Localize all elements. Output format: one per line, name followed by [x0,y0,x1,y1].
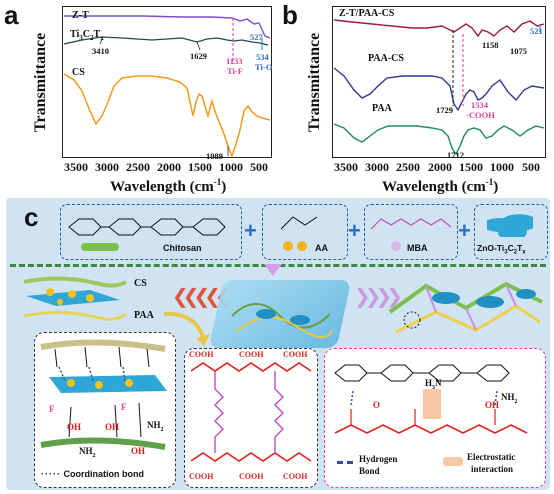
panel-b-xlabel: Wavelength (cm-1) [382,177,499,195]
chem-oh-2: OH [105,422,120,432]
cs-label: CS [72,67,85,78]
electro-legend-1: Electrostatic [467,452,516,462]
peak-cooh: -COOH [466,110,495,120]
chem-h3n: H3N [425,378,442,391]
mba-box: MBA [364,204,458,260]
peak-1534: 1534 [471,100,488,110]
aa-box: AA [262,204,348,260]
chitosan-label: Chitosan [163,243,202,253]
peak-1075: 1075 [510,46,527,56]
coordination-box: F F OH OH NH2 NH2 OH ····· Coordination … [34,332,176,488]
panel-c-label: c [24,202,39,232]
peak-1133: 1133 [226,56,243,66]
panel-b-plot [332,6,546,158]
peak-1712: 1712 [447,150,464,160]
ztpaacs-label: Z-T/PAA-CS [339,8,395,19]
aa-structure [280,216,318,230]
zt-curve [64,15,271,39]
panel-a-ylabel: Transmittance [32,32,49,132]
chitosan-chain-icon [81,243,119,251]
mba-bead-icon [391,241,401,251]
chem-oh-3: OH [131,446,146,456]
hbond-legend-1: Hydrogen [359,454,398,464]
chem-f-2: F [121,402,127,412]
cooh-3: COOH [283,350,308,359]
mba-structure [370,218,452,230]
electrostatic-legend-icon [443,457,463,466]
chem-nh2: NH2 [147,420,164,433]
down-arrow-icon [264,264,282,276]
paa-curve [333,123,545,156]
peak-1158: 1158 [482,40,499,50]
curved-arrow-icon [163,311,210,346]
ti3c2-label: Ti3C2Tx [70,29,104,42]
hydrogel-network [231,303,333,338]
chem-f-1: F [49,404,55,414]
electro-legend-2: interaction [471,464,513,474]
peak-527: 527 [250,32,263,42]
chem-o-1: O [373,400,381,410]
coordination-diagram [40,339,167,450]
panel-b-ticks: 3500 3000 2500 2000 1500 1000 500 [334,160,540,174]
crosslinker-box: COOH COOH COOH COOH COOH COOH [184,348,318,488]
cooh-2: COOH [239,350,264,359]
coordination-legend: ····· Coordination bond [41,469,144,479]
mba-label: MBA [407,243,428,253]
cooh-6: COOH [283,472,308,481]
peak-534: 534 [256,52,269,62]
panel-b-label: b [282,0,298,30]
aa-bead-icon [297,241,307,251]
plus-3: + [458,218,471,243]
interaction-diagram [334,364,528,434]
peak-ti-o: Ti-O [255,62,273,72]
crosslinked-network [388,281,543,334]
panel-a-ticks: 3500 3000 2500 2000 1500 1000 500 [64,160,268,174]
hbond-legend-icon [337,461,353,464]
plus-2: + [348,218,361,243]
chem-nh2-2: NH2 [79,446,96,459]
peak-1729: 1729 [436,105,453,115]
panel-c: c Chitosan + AA + MBA + ZnO-Ti3C2Tx [6,198,550,490]
chitosan-structure [68,218,226,236]
hbond-legend-2: Bond [359,466,380,476]
paa-label: PAA [372,103,392,114]
cooh-1: COOH [189,350,214,359]
panel-a-xlabel: Wavelength (cm-1) [110,177,227,195]
chem-oh-1: OH [67,422,82,432]
znoti-label: ZnO-Ti3C2Tx [477,243,526,256]
plus-1: + [244,218,257,243]
interaction-box: O H3N NH2 OH Hydrogen Bond Electrostatic… [324,348,546,488]
peak-521: 521 [530,26,543,36]
chitosan-box: Chitosan [60,204,242,260]
panel-a-plot [62,6,272,158]
peak-ti-f: Ti-F [227,66,243,76]
crosslinker-diagram [190,362,312,462]
peak-3410: 3410 [92,46,109,56]
znoti-flake-icon [487,213,533,237]
peak-1089: 1089 [206,151,223,161]
paacs-curve [333,67,545,112]
panel-a-label: a [4,0,19,30]
panel-b-ylabel: Transmittance [306,32,323,132]
cooh-4: COOH [189,472,214,481]
paacs-label: PAA-CS [368,53,404,64]
cs-layer-label: CS [134,278,147,289]
right-chevrons-icon: ❯❯❯❯ [354,284,403,308]
ztpaacs-curve [333,19,545,38]
cs-paa-layers [23,276,127,321]
paa-layer-label: PAA [134,310,154,321]
cooh-5: COOH [239,472,264,481]
chem-oh-4: OH [485,400,500,410]
zt-label: Z-T [72,10,89,21]
chem-nh2-3: NH2 [501,392,518,405]
aa-bead-icon [283,241,293,251]
aa-label: AA [315,243,328,253]
cs-curve [63,73,271,158]
znoti-box: ZnO-Ti3C2Tx [474,204,548,260]
peak-1629: 1629 [190,51,207,61]
